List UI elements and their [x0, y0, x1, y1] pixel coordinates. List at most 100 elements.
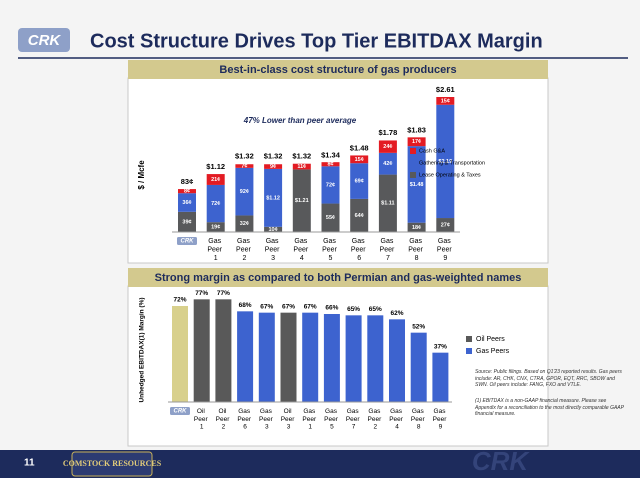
- x-tick-label: Gas Peer 4: [389, 408, 405, 431]
- section-band: [128, 268, 548, 287]
- bar-segment: [350, 163, 369, 199]
- x-tick-label: Oil Peer 1: [194, 408, 210, 431]
- segment-label: 19¢: [211, 225, 220, 231]
- segment-label: $2.19: [438, 159, 452, 165]
- bar-segment: [436, 218, 455, 232]
- bar: [237, 311, 254, 402]
- bar-segment: [264, 168, 283, 227]
- total-label: $1.32: [264, 152, 283, 161]
- logo-badge: [18, 28, 70, 52]
- bar: [280, 312, 297, 402]
- bar: [172, 306, 188, 402]
- segment-label: 21¢: [211, 177, 220, 183]
- total-label: $1.34: [321, 151, 341, 160]
- legend-swatch: [410, 148, 416, 154]
- total-label: 83¢: [181, 177, 194, 186]
- bar: [302, 312, 319, 402]
- annotation: 47% Lower than peer average: [243, 116, 357, 125]
- bar-segment: [407, 137, 426, 147]
- legend-swatch: [410, 160, 416, 166]
- value-label: 37%: [434, 343, 447, 350]
- segment-label: 9¢: [270, 164, 276, 170]
- bar-segment: [407, 222, 426, 232]
- x-tick-label: Gas Peer 3: [259, 408, 275, 431]
- footer-logo-badge: [71, 451, 153, 477]
- footnote: (1) EBITDAX is a non-GAAP financial meas…: [475, 398, 624, 417]
- segment-label: 39¢: [182, 219, 191, 225]
- x-tick-label: Gas Peer 2: [236, 238, 253, 262]
- section-title: Best-in-class cost structure of gas prod…: [219, 64, 456, 76]
- legend-label: Oil Peers: [476, 336, 505, 343]
- total-label: $1.32: [292, 152, 311, 161]
- value-label: 77%: [195, 290, 208, 297]
- bar-segment: [378, 174, 397, 232]
- x-tick-label: Oil Peer 2: [216, 408, 232, 431]
- value-label: 66%: [325, 305, 338, 312]
- bar: [323, 314, 340, 402]
- bar: [367, 315, 384, 402]
- value-label: 72%: [173, 297, 186, 304]
- value-label: 65%: [369, 306, 382, 313]
- section-band: [128, 60, 548, 79]
- segment-label: 55¢: [326, 215, 335, 221]
- segment-label: 8¢: [327, 162, 333, 168]
- total-label: $2.61: [436, 85, 455, 94]
- legend-swatch: [466, 336, 472, 342]
- segment-label: 7¢: [241, 164, 247, 170]
- bar-segment: [178, 193, 196, 212]
- total-label: $1.32: [235, 152, 254, 161]
- segment-label: 11¢: [297, 164, 306, 170]
- y-axis-label: Unhedged EBITDAX(1) Margin (%): [139, 297, 146, 402]
- value-label: 77%: [217, 290, 230, 297]
- segment-label: 15¢: [355, 157, 364, 163]
- bar-segment: [264, 226, 283, 232]
- segment-label: 64¢: [355, 213, 364, 219]
- x-tick-label: CRK: [181, 239, 195, 245]
- bar-segment: [235, 164, 254, 168]
- segment-label: 18¢: [412, 225, 421, 231]
- bar-segment: [235, 167, 254, 216]
- x-tick-label: CRK: [174, 409, 188, 415]
- segment-label: $1.12: [266, 195, 280, 201]
- bar-segment: [321, 162, 340, 167]
- segment-label: 36¢: [182, 200, 191, 206]
- bar: [432, 352, 449, 402]
- bar-segment: [264, 164, 283, 169]
- x-tick-label: Gas Peer 1: [302, 408, 318, 431]
- x-tick-label: Gas Peer 6: [237, 408, 253, 431]
- x-tick-label: Oil Peer 3: [281, 408, 297, 431]
- segment-label: 69¢: [355, 179, 364, 185]
- x-tick-label: Gas Peer 8: [411, 408, 427, 431]
- segment-label: 17¢: [412, 139, 421, 145]
- bar-segment: [292, 163, 311, 170]
- page-number: 11: [24, 458, 35, 469]
- bar: [345, 315, 362, 402]
- x-tick-label: Gas Peer 8: [408, 238, 425, 262]
- bar-segment: [350, 198, 369, 232]
- x-tick-label: Gas Peer 2: [368, 408, 384, 431]
- bar-segment: [206, 184, 225, 223]
- bar-segment: [206, 174, 225, 185]
- category-logo-badge: [170, 407, 190, 415]
- footer-logo: COMSTOCK RESOURCES: [63, 459, 162, 468]
- legend-swatch: [410, 172, 416, 178]
- legend-label: Lease Operating & Taxes: [419, 172, 481, 178]
- value-label: 67%: [304, 303, 317, 310]
- y-axis-label: $ / Mcfe: [137, 160, 146, 190]
- x-tick-label: Gas Peer 5: [322, 238, 339, 262]
- bar: [389, 319, 405, 402]
- x-tick-label: Gas Peer 7: [346, 408, 362, 431]
- legend-label: Gathering & Transportation: [419, 160, 485, 166]
- segment-label: 72¢: [211, 201, 220, 207]
- bar-segment: [292, 169, 311, 232]
- x-tick-label: Gas Peer 5: [324, 408, 340, 431]
- x-tick-label: Gas Peer 6: [351, 238, 368, 262]
- bar: [193, 299, 210, 402]
- segment-label: $1.48: [410, 182, 424, 188]
- segment-label: 8¢: [184, 189, 190, 195]
- bar-segment: [206, 222, 225, 232]
- segment-label: 10¢: [269, 227, 278, 233]
- legend-label: Gas Peers: [476, 348, 510, 355]
